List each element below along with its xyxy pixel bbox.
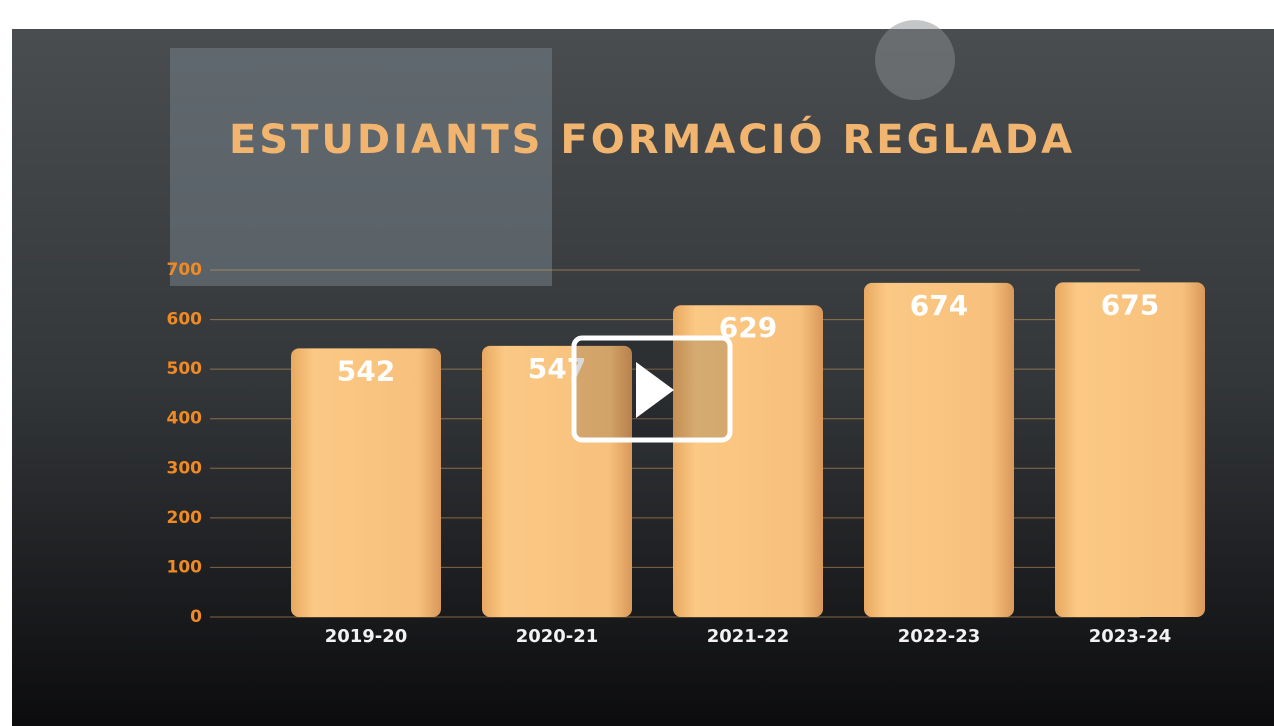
bar bbox=[1055, 282, 1205, 617]
value-label: 674 bbox=[910, 289, 968, 322]
y-tick-label: 500 bbox=[167, 359, 203, 379]
y-tick-label: 0 bbox=[190, 607, 202, 627]
play-button[interactable] bbox=[574, 338, 730, 440]
x-tick-label: 2020-21 bbox=[516, 626, 599, 647]
y-tick-label: 400 bbox=[167, 409, 203, 429]
value-label: 675 bbox=[1101, 288, 1159, 321]
y-tick-label: 600 bbox=[167, 310, 203, 330]
y-tick-label: 700 bbox=[167, 260, 203, 280]
y-tick-label: 300 bbox=[167, 458, 203, 478]
bar bbox=[864, 283, 1014, 617]
x-tick-label: 2019-20 bbox=[325, 626, 408, 647]
page: ESTUDIANTS FORMACIÓ REGLADA 0 100 200 300 40… bbox=[0, 0, 1274, 726]
video-frame: ESTUDIANTS FORMACIÓ REGLADA 0 100 200 300 40… bbox=[0, 0, 1274, 726]
y-tick-label: 100 bbox=[167, 557, 203, 577]
y-tick-label: 200 bbox=[167, 508, 203, 528]
chart-title: ESTUDIANTS FORMACIÓ REGLADA bbox=[229, 115, 1075, 163]
value-label: 542 bbox=[337, 354, 395, 387]
wall-clock bbox=[875, 20, 955, 100]
x-tick-label: 2022-23 bbox=[898, 626, 981, 647]
x-tick-label: 2021-22 bbox=[707, 626, 790, 647]
projector-screen bbox=[170, 48, 552, 286]
x-tick-label: 2023-24 bbox=[1089, 626, 1172, 647]
bar bbox=[291, 348, 441, 617]
